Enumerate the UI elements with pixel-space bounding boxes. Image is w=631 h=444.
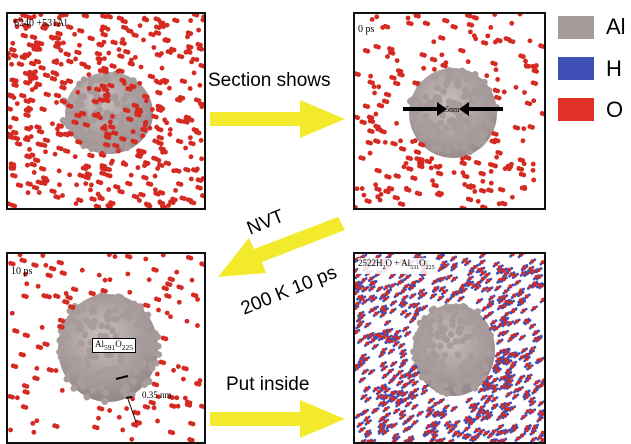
legend-label-h: H (606, 56, 622, 82)
put-inside-label: Put inside (226, 374, 309, 396)
arrow-right-bottom (210, 400, 345, 438)
legend-swatch-h (558, 57, 594, 80)
arrow-right-top (210, 100, 345, 138)
legend-swatch-o (558, 98, 594, 121)
section-shows-label: Section shows (208, 70, 331, 92)
legend-swatch-al (558, 16, 594, 39)
legend-label-al: Al (606, 14, 626, 40)
legend-label-o: O (606, 97, 623, 123)
